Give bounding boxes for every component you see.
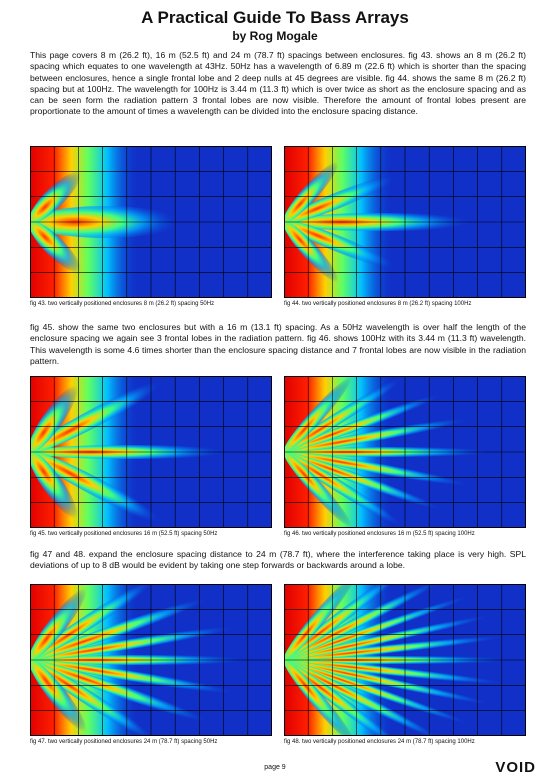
lobe <box>284 659 495 706</box>
frame <box>30 584 272 736</box>
paragraph: fig 45. show the same two enclosures but… <box>30 322 526 366</box>
lobe <box>30 171 81 223</box>
radiation-plot <box>30 376 272 528</box>
lobe <box>30 588 87 661</box>
lobe <box>284 659 445 736</box>
lobe <box>284 635 508 661</box>
title: A Practical Guide To Bass Arrays <box>141 8 409 27</box>
caption: fig 48. two vertically positioned enclos… <box>284 739 475 745</box>
frame <box>284 376 526 528</box>
caption: fig 44. two vertically positioned enclos… <box>284 301 472 307</box>
lobe <box>284 659 474 726</box>
paragraph: fig 47 and 48. expand the enclosure spac… <box>30 549 526 571</box>
lobe <box>284 451 352 527</box>
lobe <box>30 451 163 524</box>
author: by Rog Mogale <box>232 29 318 43</box>
lobe <box>30 584 156 661</box>
lobe <box>30 597 210 661</box>
frame <box>284 146 526 298</box>
caption: fig 43. two vertically positioned enclos… <box>30 301 215 307</box>
lobe <box>284 614 495 661</box>
figure: fig 44. two vertically positioned enclos… <box>284 146 526 307</box>
figure: fig 45. two vertically positioned enclos… <box>30 376 272 537</box>
lobe <box>284 584 356 661</box>
lobe <box>284 659 404 736</box>
lobe <box>30 659 156 736</box>
figure: fig 47. two vertically positioned enclos… <box>30 584 272 745</box>
lobe <box>284 377 352 453</box>
radiation-plot <box>30 146 272 298</box>
lobe <box>30 626 238 661</box>
figure: fig 48. two vertically positioned enclos… <box>284 584 526 745</box>
caption: fig 45. two vertically positioned enclos… <box>30 531 218 537</box>
lobe <box>284 584 404 661</box>
lobe <box>284 220 396 269</box>
radiation-plot <box>284 376 526 528</box>
lobe <box>284 594 474 661</box>
lobe <box>284 175 396 224</box>
radiation-plot <box>30 584 272 736</box>
lobe <box>30 659 238 694</box>
lobe <box>284 659 508 685</box>
figure: fig 46. two vertically positioned enclos… <box>284 376 526 537</box>
lobe <box>30 385 78 453</box>
caption: fig 46. two vertically positioned enclos… <box>284 531 475 537</box>
frame <box>30 146 272 298</box>
lobe <box>30 221 81 273</box>
radiation-plot <box>284 146 526 298</box>
lobe <box>30 451 78 519</box>
lobe <box>30 380 163 453</box>
frame <box>284 584 526 736</box>
lobe <box>284 162 339 223</box>
figure: fig 43. two vertically positioned enclos… <box>30 146 272 307</box>
lobe <box>284 451 403 527</box>
radiation-plot <box>284 584 526 736</box>
lobe <box>284 393 444 453</box>
lobe <box>284 451 444 511</box>
lobe <box>284 377 403 453</box>
lobe <box>284 659 356 736</box>
logo: VOID <box>495 759 536 776</box>
lobe <box>30 659 87 732</box>
page-number: page 9 <box>264 764 286 771</box>
frame <box>30 376 272 528</box>
lobe <box>30 659 210 723</box>
caption: fig 47. two vertically positioned enclos… <box>30 739 218 745</box>
paragraph: This page covers 8 m (26.2 ft), 16 m (52… <box>30 50 526 117</box>
lobe <box>284 584 445 661</box>
lobe <box>284 221 339 282</box>
